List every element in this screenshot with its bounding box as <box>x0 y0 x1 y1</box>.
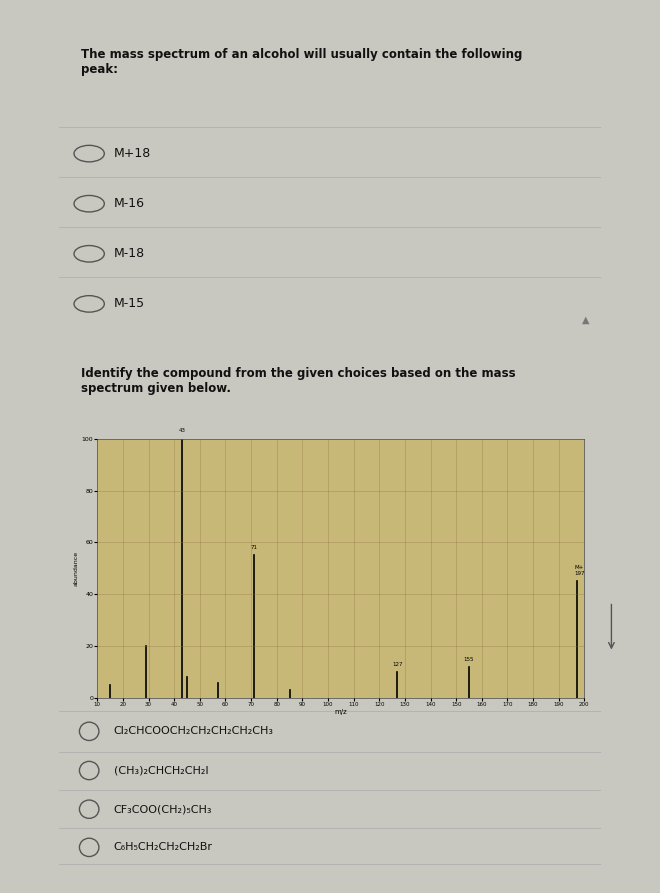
Text: 43: 43 <box>178 429 185 433</box>
Text: (CH₃)₂CHCH₂CH₂I: (CH₃)₂CHCH₂CH₂I <box>114 765 208 775</box>
Text: ▲: ▲ <box>582 314 590 324</box>
Text: The mass spectrum of an alcohol will usually contain the following
peak:: The mass spectrum of an alcohol will usu… <box>81 47 523 76</box>
X-axis label: m/z: m/z <box>335 709 347 714</box>
Text: 155: 155 <box>464 657 475 662</box>
Text: C₆H₅CH₂CH₂CH₂Br: C₆H₅CH₂CH₂CH₂Br <box>114 842 213 853</box>
Text: M-18: M-18 <box>114 247 145 260</box>
Text: Cl₂CHCOOCH₂CH₂CH₂CH₂CH₃: Cl₂CHCOOCH₂CH₂CH₂CH₂CH₃ <box>114 726 273 737</box>
Text: M-15: M-15 <box>114 297 145 311</box>
Text: 71: 71 <box>250 546 257 550</box>
Text: M-16: M-16 <box>114 197 145 210</box>
Text: 127: 127 <box>392 662 403 667</box>
Y-axis label: abundance: abundance <box>74 551 79 586</box>
Text: Identify the compound from the given choices based on the mass
spectrum given be: Identify the compound from the given cho… <box>81 367 515 396</box>
Text: M+18: M+18 <box>114 147 150 160</box>
Text: M+
197: M+ 197 <box>574 565 585 576</box>
Text: CF₃COO(CH₂)₅CH₃: CF₃COO(CH₂)₅CH₃ <box>114 805 212 814</box>
